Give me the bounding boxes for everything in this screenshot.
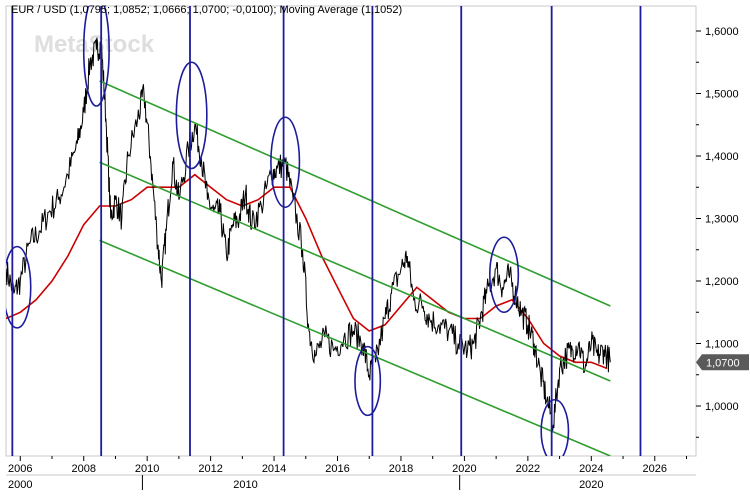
- channel-line-2: [99, 161, 611, 382]
- x-tick-label-8: 2022: [516, 463, 540, 475]
- highlight-circle-1: [6, 245, 32, 329]
- x-tick-label-10: 2026: [643, 463, 667, 475]
- last-price-label: 1,0700: [706, 357, 740, 369]
- y-tick-label-0: 1,0000: [705, 401, 739, 413]
- x-tick-label-9: 2024: [579, 463, 603, 475]
- x-tick-label-0: 2006: [8, 463, 32, 475]
- highlight-circle-2: [82, 6, 110, 107]
- channel-line-1: [99, 80, 611, 307]
- highlight-circle-3: [175, 61, 208, 170]
- x-tick-label-4: 2014: [262, 463, 286, 475]
- x-tick-label-2: 2010: [135, 463, 159, 475]
- x-tick-label-6: 2018: [389, 463, 413, 475]
- y-tick-label-3: 1,3000: [705, 214, 739, 226]
- y-tick-label-5: 1,5000: [705, 89, 739, 101]
- highlight-circle-4: [270, 116, 301, 209]
- y-tick-label-2: 1,2000: [705, 276, 739, 288]
- x-tick-label-5: 2016: [325, 463, 349, 475]
- chart-header: EUR / USD (1,0795; 1,0852; 1,0666; 1,070…: [11, 4, 402, 16]
- plot-frame: [5, 5, 697, 457]
- decade-label-0: 2000: [8, 479, 32, 491]
- decade-label-2: 2020: [579, 479, 603, 491]
- x-tick-label-1: 2008: [71, 463, 95, 475]
- x-tick-label-3: 2012: [198, 463, 222, 475]
- highlight-circle-7: [540, 398, 570, 456]
- highlight-circle-5: [354, 345, 382, 417]
- channel-line-3: [99, 239, 611, 456]
- last-price-tag: [696, 354, 749, 371]
- y-tick-label-6: 1,6000: [705, 26, 739, 38]
- x-tick-label-7: 2020: [452, 463, 476, 475]
- y-tick-label-1: 1,1000: [705, 339, 739, 351]
- decade-label-1: 2010: [233, 479, 257, 491]
- moving-average-line: [6, 173, 608, 370]
- y-tick-label-4: 1,4000: [705, 151, 739, 163]
- highlight-circle-6: [488, 236, 520, 314]
